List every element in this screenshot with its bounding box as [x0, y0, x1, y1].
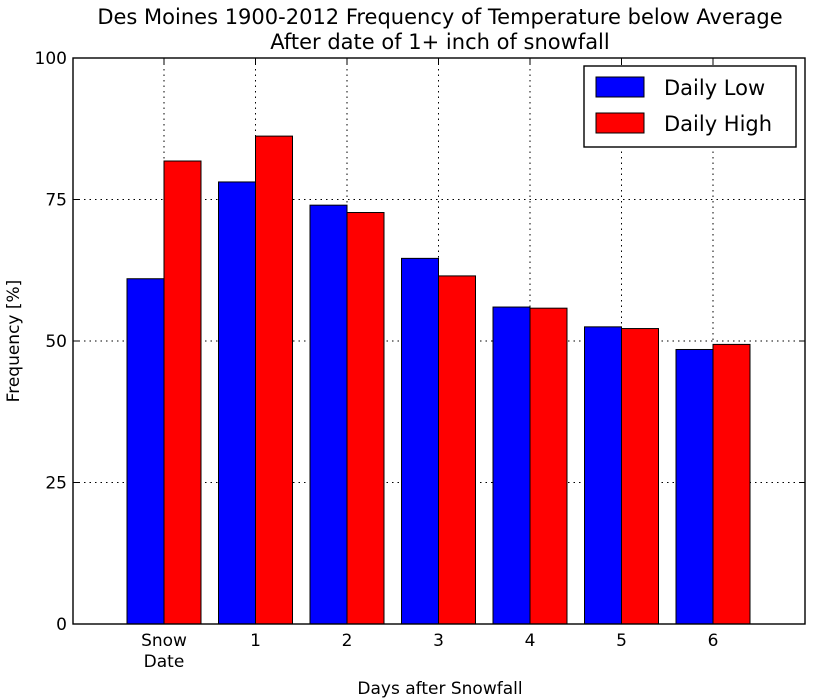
x-tick-label: Snow Date: [141, 631, 187, 672]
legend-swatch-daily-high: [595, 112, 645, 134]
y-tick-label: 25: [45, 474, 67, 494]
x-tick-label: 4: [525, 631, 536, 651]
bar-daily-low: [309, 204, 348, 625]
legend: Daily Low Daily High: [583, 65, 797, 148]
legend-label-daily-low: Daily Low: [664, 76, 765, 100]
bar-daily-high: [621, 328, 659, 625]
bar-daily-high: [346, 212, 385, 625]
bar-daily-low: [218, 181, 256, 625]
chart-title: Des Moines 1900-2012 Frequency of Temper…: [97, 5, 782, 29]
x-tick-label: 5: [616, 631, 627, 651]
x-tick-label: 2: [342, 631, 353, 651]
x-tick-label: 6: [708, 631, 719, 651]
legend-label-daily-high: Daily High: [664, 112, 772, 136]
x-tick-label: 1: [250, 631, 261, 651]
bar-daily-high: [438, 275, 476, 625]
bars: [126, 135, 751, 625]
bar-daily-high: [255, 135, 293, 625]
bar-daily-low: [401, 257, 439, 625]
y-axis-ticks: 0 25 50 75 100: [35, 49, 805, 635]
bar-daily-low: [126, 278, 165, 625]
y-tick-label: 0: [56, 615, 67, 635]
chart-subtitle: After date of 1+ inch of snowfall: [270, 30, 609, 54]
y-tick-label: 75: [45, 191, 67, 211]
y-tick-label: 50: [45, 332, 67, 352]
y-tick-label: 100: [35, 49, 67, 69]
x-axis-ticks: Snow Date 1 2 3 4 5 6: [141, 58, 718, 672]
x-tick-label: 3: [433, 631, 444, 651]
bar-daily-high: [163, 160, 202, 625]
bar-daily-high: [529, 307, 568, 625]
x-axis-label: Days after Snowfall: [357, 679, 522, 699]
legend-swatch-daily-low: [595, 76, 645, 98]
y-axis-label: Frequency [%]: [4, 280, 24, 403]
bar-daily-low: [584, 326, 622, 625]
bar-daily-low: [492, 306, 531, 625]
bar-daily-low: [675, 348, 714, 625]
bar-daily-high: [712, 343, 751, 625]
